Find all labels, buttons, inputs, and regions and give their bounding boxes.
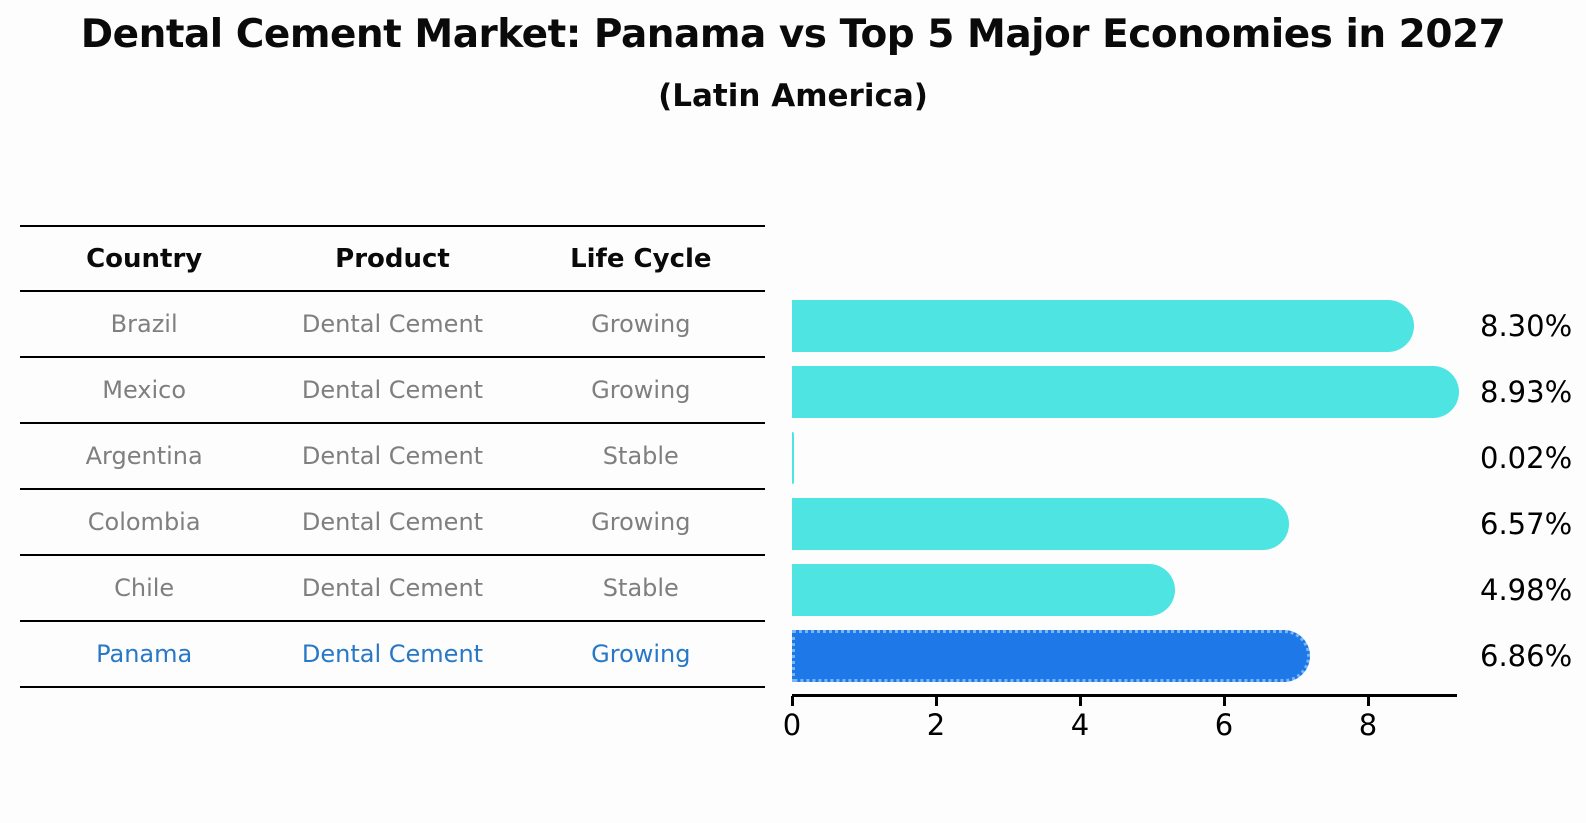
col-header-life-cycle: Life Cycle: [570, 243, 712, 274]
table-row-chile: Chile Dental Cement Stable: [20, 556, 765, 622]
country-cell: Mexico: [102, 376, 187, 404]
x-axis-tick-label-4: 4: [1070, 708, 1090, 742]
x-axis-tick-label-0: 0: [782, 708, 802, 742]
life-cycle-cell: Growing: [591, 376, 691, 404]
bar-chile: [792, 564, 1175, 616]
table-header-row: Country Product Life Cycle: [20, 225, 765, 292]
bar-mexico: [792, 366, 1459, 418]
product-cell: Dental Cement: [301, 574, 484, 602]
country-cell: Argentina: [85, 442, 203, 470]
country-cell: Chile: [114, 574, 175, 602]
bar-brazil: [792, 300, 1414, 352]
product-cell: Dental Cement: [301, 640, 484, 668]
col-header-country: Country: [86, 243, 203, 274]
x-axis-tick-label-6: 6: [1214, 708, 1234, 742]
table-row-brazil: Brazil Dental Cement Growing: [20, 292, 765, 358]
data-table: Country Product Life Cycle Brazil Dental …: [20, 225, 765, 688]
life-cycle-cell: Growing: [591, 508, 691, 536]
product-cell: Dental Cement: [301, 310, 484, 338]
life-cycle-cell: Stable: [602, 442, 679, 470]
table-body: Brazil Dental Cement Growing Mexico Dental C…: [20, 292, 765, 688]
x-axis-tick-2: [935, 696, 938, 706]
value-label-chile: 4.98%: [1480, 573, 1573, 607]
country-cell: Panama: [96, 640, 193, 668]
bar-argentina: [792, 432, 794, 484]
product-cell: Dental Cement: [301, 508, 484, 536]
table-row-mexico: Mexico Dental Cement Growing: [20, 358, 765, 424]
x-axis-tick-0: [791, 696, 794, 706]
bar-colombia: [792, 498, 1290, 550]
x-axis-tick-label-8: 8: [1358, 708, 1378, 742]
table-row-panama: Panama Dental Cement Growing: [20, 622, 765, 688]
x-axis-tick-4: [1079, 696, 1082, 706]
value-label-brazil: 8.30%: [1480, 309, 1573, 343]
col-header-product: Product: [335, 243, 450, 274]
table-row-colombia: Colombia Dental Cement Growing: [20, 490, 765, 556]
x-axis-tick-6: [1223, 696, 1226, 706]
x-axis-tick-label-2: 2: [926, 708, 946, 742]
value-label-mexico: 8.93%: [1480, 375, 1573, 409]
life-cycle-cell: Stable: [602, 574, 679, 602]
country-cell: Brazil: [110, 310, 178, 338]
chart-subtitle: (Latin America): [658, 78, 928, 114]
value-label-panama: 6.86%: [1480, 639, 1573, 673]
country-cell: Colombia: [87, 508, 201, 536]
life-cycle-cell: Growing: [591, 640, 691, 668]
bar-panama: [792, 630, 1310, 682]
x-axis-line: [792, 694, 1457, 697]
x-axis-tick-8: [1367, 696, 1370, 706]
table-row-argentina: Argentina Dental Cement Stable: [20, 424, 765, 490]
value-label-argentina: 0.02%: [1480, 441, 1573, 475]
life-cycle-cell: Growing: [591, 310, 691, 338]
product-cell: Dental Cement: [301, 442, 484, 470]
value-label-colombia: 6.57%: [1480, 507, 1573, 541]
chart-title: Dental Cement Market: Panama vs Top 5 Ma…: [80, 12, 1506, 57]
product-cell: Dental Cement: [301, 376, 484, 404]
